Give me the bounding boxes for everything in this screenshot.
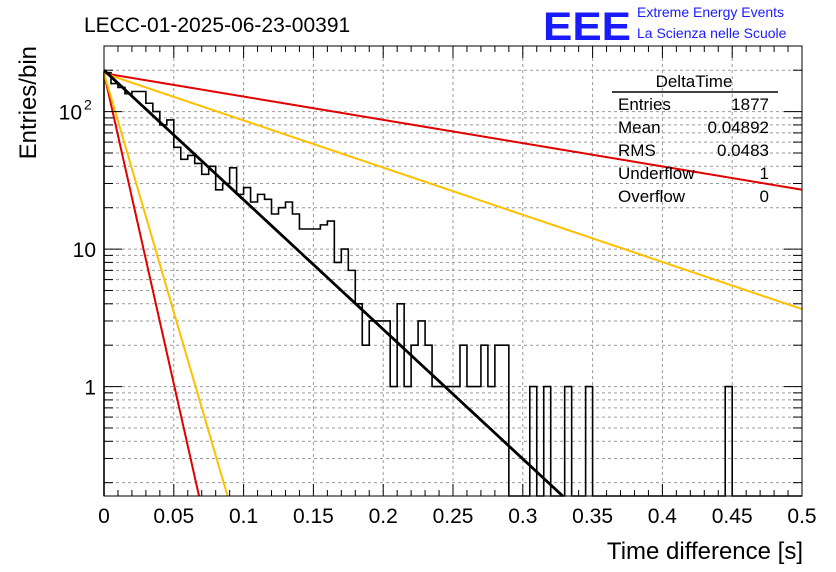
x-tick-label: 0.2 [369, 505, 398, 528]
x-tick-label: 0.25 [433, 505, 474, 528]
x-tick-label: 0.05 [153, 505, 194, 528]
chart-title: LECC-01-2025-06-23-00391 [84, 14, 350, 37]
stats-label-overflow: Overflow [618, 187, 686, 206]
grid [104, 46, 802, 496]
x-tick-label: 0.5 [787, 505, 816, 528]
y-tick-label: 10 [73, 239, 96, 262]
y-tick-label: 1 [84, 377, 96, 400]
fit-curve-2 [103, 73, 201, 497]
eee-logo: EEE [543, 5, 631, 49]
stats-label-entries: Entries [618, 95, 671, 114]
stats-title: DeltaTime [656, 72, 733, 91]
x-tick-label: 0.15 [293, 505, 334, 528]
logo-line-1: Extreme Energy Events [637, 4, 784, 20]
x-tick-label: 0.4 [648, 505, 678, 528]
logo-line-2: La Scienza nelle Scuole [637, 25, 787, 41]
stats-value-underflow: 1 [760, 164, 769, 183]
stats-label-rms: RMS [618, 141, 656, 160]
stats-value-rms: 0.0483 [717, 141, 769, 160]
x-axis-ticks: 0 0.05 0.1 0.15 0.2 0.25 0.3 0.35 0.4 0.45 0.5 [98, 46, 817, 528]
fit-curve-4 [103, 69, 564, 498]
stats-value-mean: 0.04892 [708, 118, 769, 137]
x-tick-label: 0.3 [508, 505, 537, 528]
y-tick-label: 10 [59, 102, 82, 125]
stats-value-overflow: 0 [760, 187, 769, 206]
fit-curve-0 [103, 72, 803, 191]
y-tick-exponent: 2 [84, 97, 92, 113]
x-tick-label: 0.45 [712, 505, 753, 528]
x-axis-label: Time difference [s] [607, 538, 803, 565]
x-tick-label: 0.35 [572, 505, 613, 528]
stats-label-mean: Mean [618, 118, 661, 137]
x-tick-label: 0 [98, 505, 110, 528]
fit-curve-3 [103, 72, 229, 497]
fit-curves [103, 69, 803, 498]
stats-box: DeltaTime Entries 1877 Mean 0.04892 RMS … [612, 72, 778, 206]
y-axis-label: Entries/bin [15, 46, 42, 159]
stats-value-entries: 1877 [731, 95, 769, 114]
stats-label-underflow: Underflow [618, 164, 695, 183]
fit-curve-1 [103, 72, 803, 311]
x-tick-label: 0.1 [229, 505, 258, 528]
